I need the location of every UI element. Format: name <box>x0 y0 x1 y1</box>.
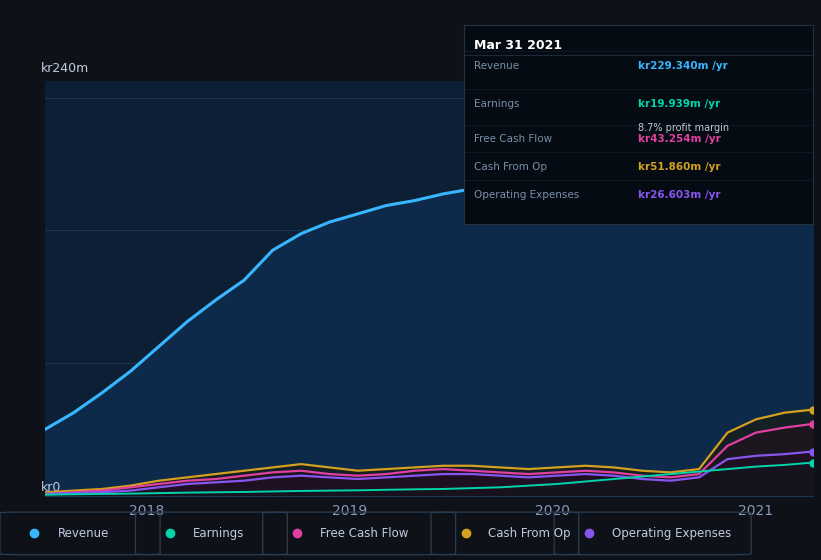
Text: kr229.340m /yr: kr229.340m /yr <box>639 61 728 71</box>
Text: Cash From Op: Cash From Op <box>475 162 548 172</box>
Text: Revenue: Revenue <box>475 61 520 71</box>
Text: Operating Expenses: Operating Expenses <box>612 527 731 540</box>
Text: Mar 31 2021: Mar 31 2021 <box>475 39 562 52</box>
Text: Free Cash Flow: Free Cash Flow <box>320 527 409 540</box>
Text: kr51.860m /yr: kr51.860m /yr <box>639 162 721 172</box>
Text: kr26.603m /yr: kr26.603m /yr <box>639 190 721 200</box>
Text: kr19.939m /yr: kr19.939m /yr <box>639 99 721 109</box>
Text: Earnings: Earnings <box>475 99 520 109</box>
Text: Earnings: Earnings <box>193 527 245 540</box>
Text: Revenue: Revenue <box>57 527 109 540</box>
Text: Free Cash Flow: Free Cash Flow <box>475 134 553 144</box>
Text: 8.7% profit margin: 8.7% profit margin <box>639 123 729 133</box>
Text: kr240m: kr240m <box>41 62 89 75</box>
Bar <box>675 81 813 496</box>
Text: Cash From Op: Cash From Op <box>488 527 571 540</box>
Text: Operating Expenses: Operating Expenses <box>475 190 580 200</box>
Text: kr43.254m /yr: kr43.254m /yr <box>639 134 721 144</box>
Text: kr0: kr0 <box>41 480 62 493</box>
